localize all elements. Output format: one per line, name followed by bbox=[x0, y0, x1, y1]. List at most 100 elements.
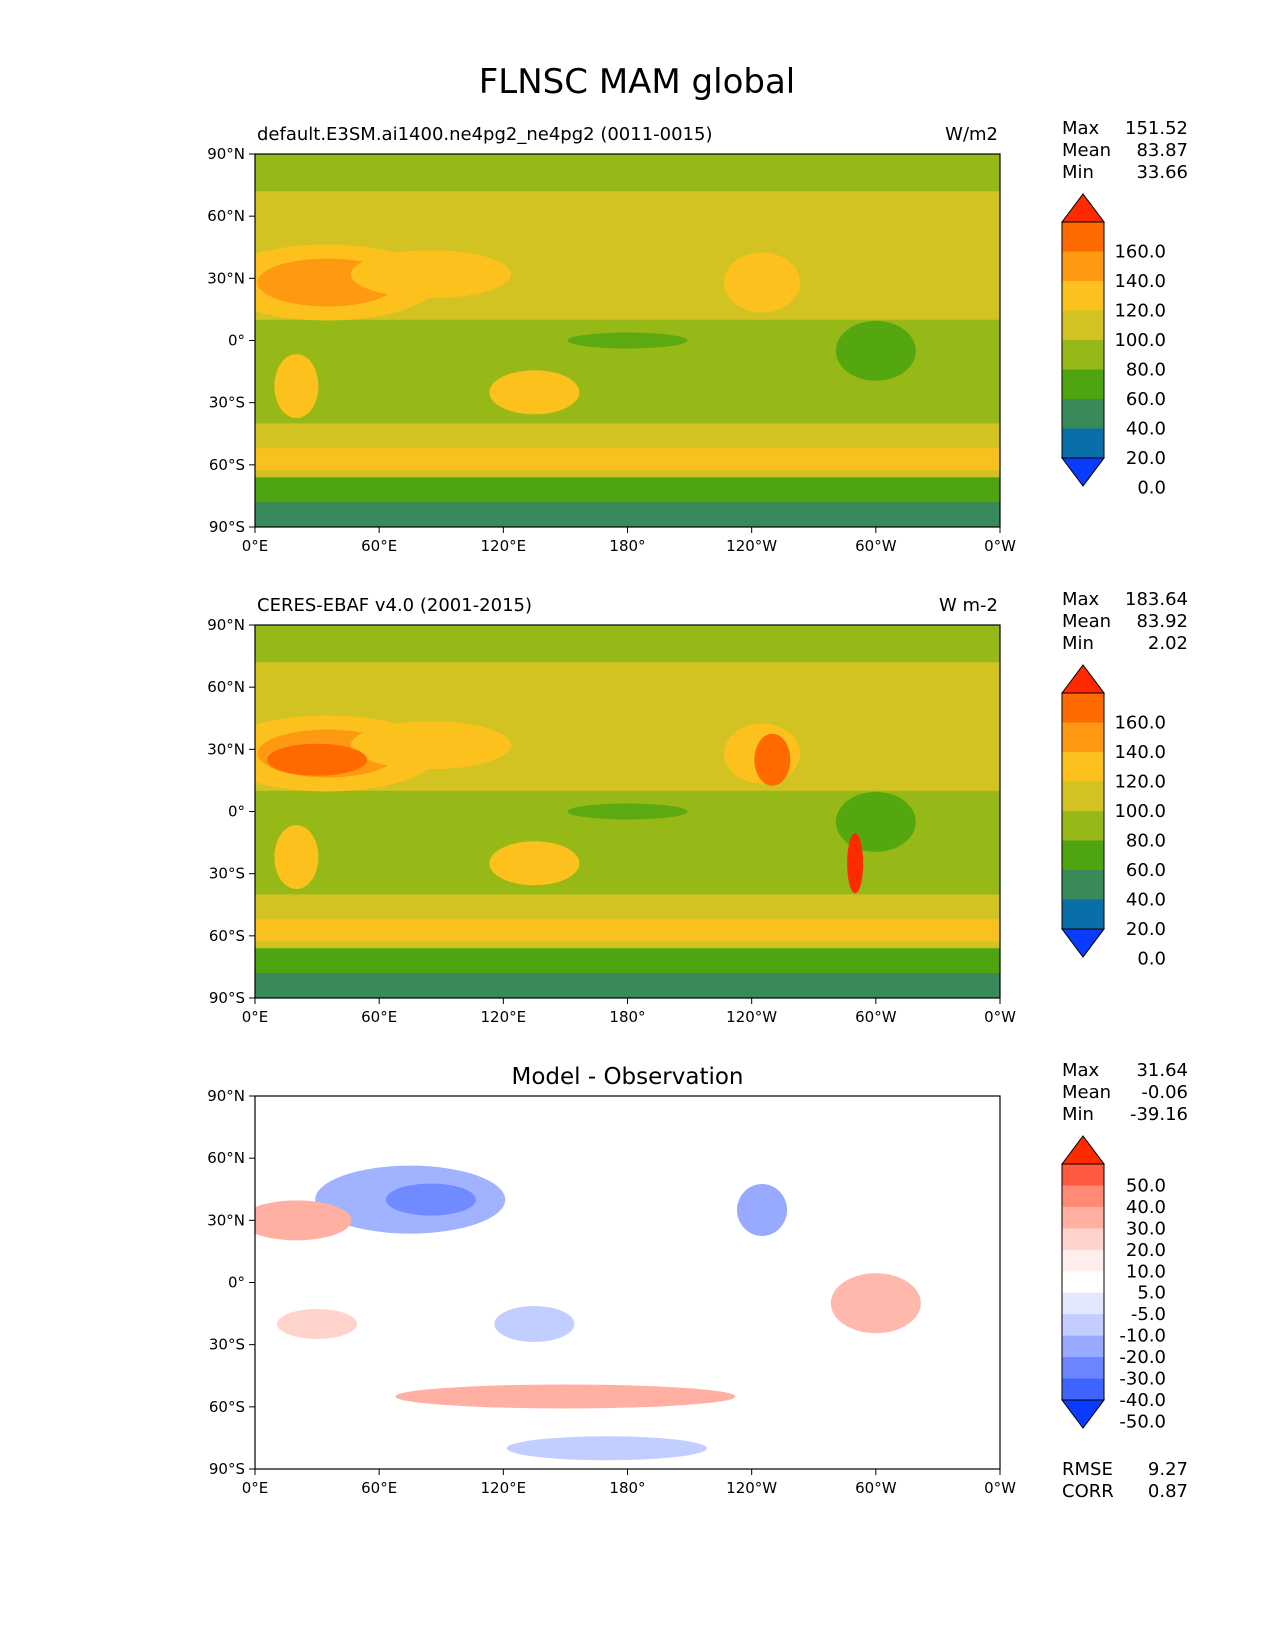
y-tick-label: 90°N bbox=[207, 1087, 245, 1105]
panel-units: W/m2 bbox=[945, 124, 998, 145]
x-tick-label: 60°W bbox=[855, 1479, 897, 1497]
y-tick-label: 90°S bbox=[209, 989, 245, 1007]
y-tick-label: 60°S bbox=[209, 456, 245, 474]
x-tick-label: 60°W bbox=[855, 537, 897, 555]
x-tick-label: 60°E bbox=[361, 1479, 397, 1497]
x-axis: 0°E 60°E 120°E 180° 120°W 60°W 0°W bbox=[242, 998, 1016, 1026]
panels: 0°E 60°E 120°E 180° 120°W 60°W 0°W 90°N 60°N 30°N… bbox=[207, 118, 1188, 1502]
x-tick-label: 180° bbox=[609, 1479, 645, 1497]
metric-value: 0.87 bbox=[1148, 1481, 1188, 1502]
colorbar-segment bbox=[1062, 340, 1104, 370]
y-tick-label: 60°S bbox=[209, 927, 245, 945]
x-tick-label: 180° bbox=[609, 537, 645, 555]
colorbar-segment bbox=[1062, 899, 1104, 930]
colorbar-label: 100.0 bbox=[1114, 801, 1166, 822]
colorbar-label: 160.0 bbox=[1114, 242, 1166, 263]
colorbar-label: 120.0 bbox=[1114, 301, 1166, 322]
arctic-band bbox=[255, 154, 1000, 192]
colorbar-segment bbox=[1062, 811, 1104, 841]
southern-africa-region bbox=[274, 825, 319, 890]
antarctic-negative-region bbox=[506, 1436, 707, 1461]
colorbar-label: 80.0 bbox=[1126, 360, 1166, 381]
colorbar-label: 160.0 bbox=[1114, 713, 1166, 734]
colorbar-segment bbox=[1062, 722, 1104, 753]
australia-negative-region bbox=[494, 1305, 575, 1342]
colorbar-segment bbox=[1062, 1185, 1104, 1208]
colorbar-label: -30.0 bbox=[1119, 1369, 1166, 1390]
amazon-region bbox=[835, 320, 916, 381]
colorbar-label: 50.0 bbox=[1126, 1175, 1166, 1196]
stat-value: -0.06 bbox=[1141, 1082, 1188, 1103]
y-tick-label: 0° bbox=[228, 1274, 245, 1292]
x-tick-label: 0°E bbox=[242, 1008, 269, 1026]
colorbar-extend-min bbox=[1061, 928, 1105, 958]
panel-left-label: default.E3SM.ai1400.ne4pg2_ne4pg2 (0011-… bbox=[257, 124, 712, 145]
y-tick-label: 0° bbox=[228, 803, 245, 821]
y-tick-label: 30°S bbox=[209, 865, 245, 883]
stat-label: Min bbox=[1062, 633, 1094, 654]
stat-label: Mean bbox=[1062, 1082, 1111, 1103]
stat-value: 33.66 bbox=[1136, 162, 1188, 183]
stat-label: Min bbox=[1062, 162, 1094, 183]
stats-box: Max 31.64 Mean -0.06 Min -39.16 bbox=[1062, 1060, 1188, 1125]
pacific-equator-region bbox=[567, 332, 688, 349]
colorbar-label: 40.0 bbox=[1126, 419, 1166, 440]
colorbar-segment bbox=[1062, 281, 1104, 311]
africa-positive-region bbox=[277, 1308, 358, 1339]
colorbar-segment bbox=[1062, 1357, 1104, 1380]
y-tick-label: 90°S bbox=[209, 518, 245, 536]
panel-units: W m-2 bbox=[939, 595, 998, 616]
colorbar-segment bbox=[1062, 1164, 1104, 1186]
x-tick-label: 60°E bbox=[361, 537, 397, 555]
y-tick-label: 90°S bbox=[209, 1460, 245, 1478]
stat-value: -39.16 bbox=[1130, 1104, 1188, 1125]
colorbar-segment bbox=[1062, 1314, 1104, 1337]
mexico-peak bbox=[754, 733, 791, 786]
x-axis: 0°E 60°E 120°E 180° 120°W 60°W 0°W bbox=[242, 527, 1016, 555]
colorbar-segment bbox=[1062, 781, 1104, 812]
asia-dry-region bbox=[350, 250, 511, 299]
colorbar-label: 140.0 bbox=[1114, 742, 1166, 763]
colorbar-label: -40.0 bbox=[1119, 1390, 1166, 1411]
x-tick-label: 180° bbox=[609, 1008, 645, 1026]
amazon-region bbox=[835, 791, 916, 852]
y-tick-label: 30°N bbox=[207, 1211, 245, 1229]
stat-value: 83.87 bbox=[1136, 140, 1188, 161]
pacific-equator-region bbox=[567, 803, 688, 820]
colorbar-label: 60.0 bbox=[1126, 389, 1166, 410]
colorbar-extend-max bbox=[1061, 664, 1105, 694]
stat-label: Max bbox=[1062, 589, 1100, 610]
x-tick-label: 0°E bbox=[242, 1479, 269, 1497]
colorbar-segment bbox=[1062, 251, 1104, 282]
colorbar-segment bbox=[1062, 1271, 1104, 1294]
colorbar-label: 60.0 bbox=[1126, 860, 1166, 881]
arctic-band bbox=[255, 625, 1000, 663]
x-tick-label: 60°W bbox=[855, 1008, 897, 1026]
colorbar-segment bbox=[1062, 399, 1104, 429]
colorbar-segment bbox=[1062, 1228, 1104, 1251]
y-tick-label: 60°N bbox=[207, 678, 245, 696]
panel-left-label: CERES-EBAF v4.0 (2001-2015) bbox=[257, 595, 532, 616]
y-tick-label: 90°N bbox=[207, 145, 245, 163]
antarctic-core bbox=[255, 502, 1000, 527]
sahara-peak bbox=[267, 743, 368, 776]
stat-value: 31.64 bbox=[1136, 1060, 1188, 1081]
colorbar-label: 5.0 bbox=[1137, 1283, 1166, 1304]
colorbar-segment bbox=[1062, 369, 1104, 400]
sahara-positive-region bbox=[255, 1200, 352, 1241]
colorbar-label: 10.0 bbox=[1126, 1261, 1166, 1282]
colorbar-label: -10.0 bbox=[1119, 1326, 1166, 1347]
southern-africa-region bbox=[274, 354, 319, 419]
colorbar-segment bbox=[1062, 752, 1104, 782]
y-axis: 90°N 60°N 30°N 0° 30°S 60°S 90°S bbox=[207, 145, 255, 536]
colorbar-segment bbox=[1062, 1378, 1104, 1401]
metric-label: CORR bbox=[1062, 1481, 1114, 1502]
colorbar-extend-max bbox=[1061, 1135, 1105, 1165]
colorbar-label: 140.0 bbox=[1114, 271, 1166, 292]
figure-title: FLNSC MAM global bbox=[479, 62, 796, 102]
x-tick-label: 120°E bbox=[481, 1479, 527, 1497]
stats-box: Max 151.52 Mean 83.87 Min 33.66 bbox=[1062, 118, 1188, 183]
y-tick-label: 30°N bbox=[207, 740, 245, 758]
x-axis: 0°E 60°E 120°E 180° 120°W 60°W 0°W bbox=[242, 1469, 1016, 1497]
